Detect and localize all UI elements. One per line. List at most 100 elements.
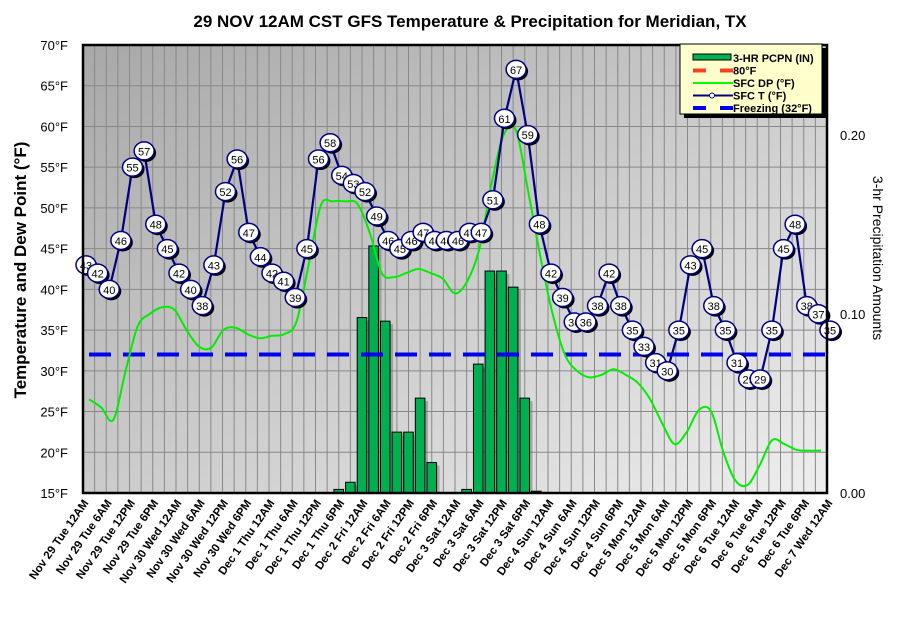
y-tick-label: 60°F [40, 119, 68, 134]
precip-bar [368, 245, 379, 494]
plot-frame [81, 43, 829, 495]
temp-marker [586, 295, 609, 316]
precip-bar [356, 317, 368, 494]
temp-data-label: 37 [812, 309, 824, 321]
y-axis-label: Temperature and Dew Point (°F) [11, 142, 30, 399]
temp-marker [284, 287, 306, 308]
temp-data-label: 42 [603, 269, 615, 281]
temp-marker [714, 320, 737, 340]
temp-data-label: 58 [324, 138, 336, 150]
precip-bar [472, 363, 484, 494]
temp-data-label: 46 [115, 236, 127, 248]
temp-data-label: 30 [661, 366, 673, 378]
temp-marker [819, 320, 841, 340]
y-tick-label: 30°F [40, 364, 68, 379]
temp-marker [98, 279, 120, 300]
temp-marker [238, 222, 260, 243]
precip-bar [379, 320, 391, 494]
temp-data-label: 35 [824, 326, 836, 338]
temp-marker [110, 230, 132, 251]
legend-swatch-marker [709, 92, 715, 99]
temp-data-label: 43 [684, 260, 696, 272]
temp-data-label: 59 [522, 130, 534, 142]
legend-label: Freezing (32°F) [733, 103, 812, 115]
temp-marker [703, 295, 725, 316]
temp-data-label: 45 [696, 244, 708, 256]
temp-marker [784, 214, 806, 234]
y2-axis-label: 3-hr Precipitation Amounts [870, 176, 886, 340]
temp-marker [761, 320, 783, 340]
temp-data-label: 47 [243, 228, 255, 240]
precip-bar [484, 270, 496, 494]
precip-bar [519, 397, 531, 494]
legend-label: SFC T (°F) [733, 91, 787, 103]
temp-data-label: 39 [557, 293, 569, 305]
y-tick-label: 65°F [40, 79, 68, 94]
temp-data-label: 52 [219, 187, 231, 199]
temp-marker [365, 206, 388, 226]
legend-swatch-bar [692, 53, 732, 61]
temp-marker [179, 279, 202, 300]
y-tick-label: 50°F [40, 201, 68, 216]
temp-marker [156, 238, 179, 259]
temp-data-label: 49 [371, 212, 383, 224]
temp-marker [226, 149, 248, 169]
temp-marker [296, 238, 318, 259]
temp-marker [691, 238, 713, 259]
y2-axis-ticks: 0.00 0.10 0.20 [840, 128, 865, 501]
dewpoint-line [88, 124, 822, 488]
legend-label: 3-HR PCPN (IN) [733, 53, 814, 65]
temp-marker [307, 149, 330, 169]
temp-data-label: 51 [487, 195, 499, 207]
temp-data-label: 46 [405, 236, 417, 248]
temp-data-label: 55 [126, 163, 138, 175]
temp-marker [540, 263, 562, 283]
y-tick-label: 55°F [40, 160, 68, 175]
temp-data-label: 33 [638, 342, 650, 354]
temp-data-label: 38 [615, 301, 627, 313]
temp-data-label: 67 [510, 65, 522, 77]
temp-marker [482, 190, 504, 210]
temp-data-label: 35 [719, 326, 731, 338]
temp-marker [86, 263, 109, 283]
y2-tick-label: 0.20 [840, 128, 865, 143]
y-tick-label: 40°F [40, 282, 68, 297]
temp-marker [121, 157, 144, 177]
precip-bar [426, 462, 438, 494]
temp-data-label: 56 [231, 155, 243, 167]
temp-marker [354, 181, 376, 202]
temp-data-label: 61 [498, 114, 510, 126]
temp-data-label: 56 [312, 155, 324, 167]
temp-marker [772, 238, 795, 259]
y-tick-label: 20°F [40, 445, 68, 460]
precip-bar [345, 481, 356, 494]
temp-data-label: 48 [150, 220, 162, 232]
temp-marker [249, 247, 272, 267]
temp-marker [272, 271, 295, 291]
temp-data-label: 35 [626, 326, 638, 338]
temp-marker [528, 214, 551, 234]
temp-marker [598, 263, 620, 283]
temp-data-label: 48 [789, 220, 801, 232]
temp-data-label: 31 [731, 358, 743, 370]
temp-marker [505, 59, 527, 80]
temp-data-label: 29 [754, 374, 766, 386]
precip-bars [333, 245, 542, 494]
legend-label: 80°F [733, 66, 757, 78]
temperature-markers: 4342404655574845424038435256474442413945… [75, 59, 842, 390]
temp-data-label: 38 [591, 301, 603, 313]
temp-data-label: 41 [278, 277, 290, 289]
temp-marker [726, 352, 748, 373]
precip-bar [507, 286, 519, 494]
temp-marker [575, 312, 597, 332]
temp-marker [621, 320, 644, 340]
temp-marker [203, 255, 225, 275]
temp-marker [679, 255, 702, 275]
temp-data-label: 48 [533, 220, 545, 232]
temp-data-label: 40 [185, 285, 197, 297]
y-tick-label: 35°F [40, 323, 68, 338]
y-tick-label: 70°F [40, 38, 68, 53]
